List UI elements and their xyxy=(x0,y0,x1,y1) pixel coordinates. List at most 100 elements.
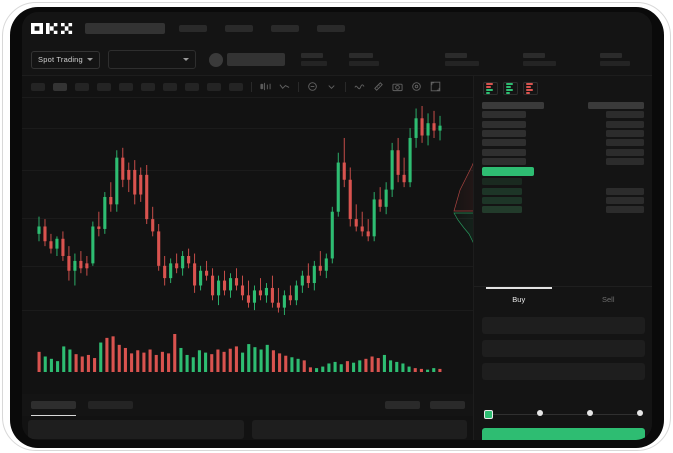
orderbook-ask-row[interactable] xyxy=(482,157,644,166)
chart-bottom-tab-0[interactable] xyxy=(31,401,76,416)
indicator-icon[interactable] xyxy=(307,81,318,92)
timeframe-3[interactable] xyxy=(97,82,111,91)
chart-toolbar xyxy=(22,76,473,98)
stepper-track xyxy=(490,414,643,415)
order-field-0[interactable] xyxy=(482,317,645,334)
chevron-down-icon xyxy=(182,58,189,61)
timeframe-6[interactable] xyxy=(163,82,177,91)
last-price-value xyxy=(226,53,285,66)
submit-order-button[interactable] xyxy=(482,428,645,440)
chart-gridline xyxy=(22,170,473,171)
orderbook-ask-row[interactable] xyxy=(482,129,644,138)
camera-icon[interactable] xyxy=(392,81,403,92)
candlestick-icon[interactable] xyxy=(260,81,271,92)
nav-item-1[interactable] xyxy=(225,24,253,32)
orderbook-bid-row[interactable] xyxy=(482,196,644,205)
toolbar-divider xyxy=(251,81,252,92)
orderbook-header-row xyxy=(482,101,644,110)
timeframe-2[interactable] xyxy=(75,82,89,91)
trading-mode-dropdown[interactable]: Spot Trading xyxy=(31,50,100,69)
market-stat xyxy=(444,53,479,66)
market-stat xyxy=(522,53,556,66)
orderbook-ask-row[interactable] xyxy=(482,110,644,119)
candlestick-series xyxy=(37,106,442,315)
orderbook-bid-row[interactable] xyxy=(482,177,644,186)
toolbar-divider xyxy=(345,81,346,92)
okx-logo[interactable] xyxy=(31,22,75,34)
orderbook-mode-bids[interactable] xyxy=(503,82,518,95)
pair-coin-icon xyxy=(208,52,223,67)
top-navigation-bar xyxy=(22,12,652,44)
order-field-1[interactable] xyxy=(482,340,645,357)
tab-buy[interactable]: Buy xyxy=(474,287,564,312)
tab-buy-label: Buy xyxy=(512,295,526,304)
chart-bottom-tab-1[interactable] xyxy=(88,401,133,409)
orderbook-ask-row[interactable] xyxy=(482,147,644,156)
timeframe-4[interactable] xyxy=(119,82,133,91)
ruler-icon[interactable] xyxy=(373,81,384,92)
bottom-cards xyxy=(22,416,473,440)
fullscreen-icon[interactable] xyxy=(430,81,441,92)
timeframe-5[interactable] xyxy=(141,82,155,91)
orderbook-spread-row xyxy=(482,166,644,177)
tab-sell[interactable]: Sell xyxy=(564,287,653,312)
bottom-card-1[interactable] xyxy=(251,420,467,439)
orderbook-ask-row[interactable] xyxy=(482,138,644,147)
stepper-dot-1[interactable] xyxy=(484,409,493,419)
timeframe-1[interactable] xyxy=(53,82,67,91)
chevron-down-icon xyxy=(86,58,93,61)
orderbook-bid-row[interactable] xyxy=(482,186,644,195)
price-chart-panel[interactable] xyxy=(22,98,499,394)
settings-icon[interactable] xyxy=(411,81,422,92)
chart-bottom-actions xyxy=(385,401,473,409)
order-field-2[interactable] xyxy=(482,363,645,380)
orderbook-list[interactable] xyxy=(474,101,652,214)
nav-item-0[interactable] xyxy=(179,24,207,32)
nav-item-3[interactable] xyxy=(317,24,345,32)
order-rail: Buy Sell xyxy=(473,76,652,440)
timeframe-8[interactable] xyxy=(207,82,221,91)
nav-items xyxy=(179,24,345,32)
order-form xyxy=(474,312,652,391)
orderbook-bid-row[interactable] xyxy=(482,205,644,214)
trading-pair-select[interactable] xyxy=(107,50,196,69)
volume-histogram xyxy=(37,334,442,372)
timeframe-7[interactable] xyxy=(185,82,199,91)
orderbook-view-modes xyxy=(474,76,652,101)
chart-bottom-action-0[interactable] xyxy=(385,401,420,409)
nav-item-2[interactable] xyxy=(271,24,299,32)
stepper-dot-3[interactable] xyxy=(587,409,593,416)
orderbook-mode-both[interactable] xyxy=(483,82,498,95)
global-search-input[interactable] xyxy=(85,22,165,34)
buy-sell-tabs: Buy Sell xyxy=(474,286,652,312)
bottom-card-0[interactable] xyxy=(28,420,244,439)
stepper-dot-2[interactable] xyxy=(537,409,543,416)
toolbar-divider xyxy=(298,81,299,92)
wave-icon[interactable] xyxy=(354,81,365,92)
market-stat xyxy=(300,53,327,66)
app-screen: Spot Trading xyxy=(22,12,652,440)
chart-gridline xyxy=(22,266,473,267)
orderbook-mode-asks[interactable] xyxy=(523,82,538,95)
chart-gridline xyxy=(22,128,473,129)
timeframe-0[interactable] xyxy=(31,82,45,91)
chart-bottom-tabs xyxy=(22,394,473,416)
orderbook-last-price-highlight xyxy=(482,167,534,177)
chart-gridline xyxy=(22,310,473,311)
timeframe-9[interactable] xyxy=(229,82,243,91)
chevron-down-icon[interactable] xyxy=(326,81,337,92)
market-subheader: Spot Trading xyxy=(22,44,652,76)
chart-bottom-action-1[interactable] xyxy=(430,401,465,409)
market-stat xyxy=(348,53,379,66)
tab-sell-label: Sell xyxy=(601,295,615,304)
orderbook-ask-row[interactable] xyxy=(482,120,644,129)
amount-stepper[interactable] xyxy=(474,404,652,424)
line-chart-icon[interactable] xyxy=(279,81,290,92)
chart-gridline xyxy=(22,218,473,219)
market-stats xyxy=(300,53,630,66)
stepper-dot-4[interactable] xyxy=(637,409,643,416)
trading-mode-label: Spot Trading xyxy=(38,55,83,64)
market-stat xyxy=(599,53,630,66)
